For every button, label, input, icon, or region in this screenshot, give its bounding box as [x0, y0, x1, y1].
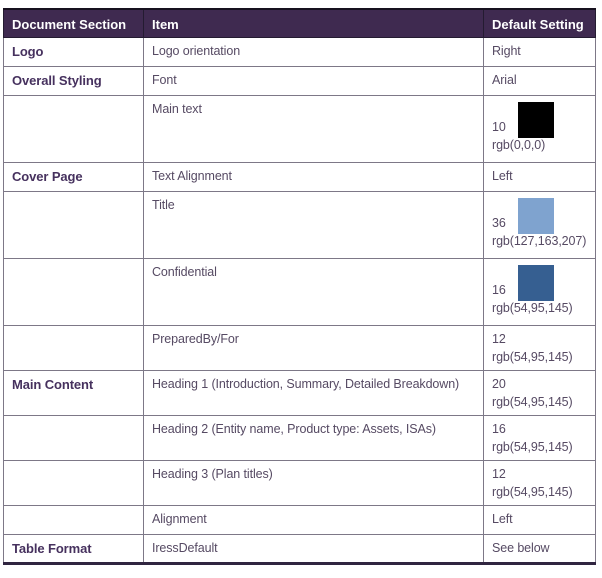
- item-cell: IressDefault: [143, 534, 484, 564]
- section-cell: [3, 415, 144, 461]
- rgb-value: rgb(0,0,0): [492, 138, 546, 152]
- font-size-value: 12: [492, 467, 506, 481]
- font-size-value: 20: [492, 377, 506, 391]
- setting-cell: Left: [483, 505, 596, 535]
- color-swatch: [517, 102, 554, 138]
- table-row: Main text 10 rgb(0,0,0): [3, 95, 596, 163]
- item-cell: Logo orientation: [143, 37, 484, 67]
- item-cell: Font: [143, 66, 484, 96]
- setting-cell: 10 rgb(0,0,0): [483, 95, 596, 163]
- table-row: Title 36 rgb(127,163,207): [3, 191, 596, 259]
- table-row: Cover Page Text Alignment Left: [3, 162, 596, 192]
- rgb-value: rgb(54,95,145): [492, 440, 573, 454]
- setting-cell: 12 rgb(54,95,145): [483, 325, 596, 371]
- font-size-value: 16: [492, 283, 506, 297]
- font-size-line: 10: [492, 102, 589, 138]
- table-row: Alignment Left: [3, 505, 596, 535]
- section-cell: [3, 258, 144, 326]
- table-row: Confidential 16 rgb(54,95,145): [3, 258, 596, 326]
- item-cell: Text Alignment: [143, 162, 484, 192]
- item-cell: Heading 1 (Introduction, Summary, Detail…: [143, 370, 484, 416]
- setting-cell: Left: [483, 162, 596, 192]
- item-cell: Heading 3 (Plan titles): [143, 460, 484, 506]
- font-size-line: 16: [492, 422, 589, 440]
- rgb-value: rgb(54,95,145): [492, 395, 573, 409]
- item-cell: Heading 2 (Entity name, Product type: As…: [143, 415, 484, 461]
- item-cell: Title: [143, 191, 484, 259]
- item-cell: Alignment: [143, 505, 484, 535]
- table-row: Heading 3 (Plan titles) 12 rgb(54,95,145): [3, 460, 596, 506]
- setting-cell: 16 rgb(54,95,145): [483, 258, 596, 326]
- font-size-line: 16: [492, 265, 589, 301]
- setting-cell: 12 rgb(54,95,145): [483, 460, 596, 506]
- setting-cell: See below: [483, 534, 596, 564]
- item-cell: Main text: [143, 95, 484, 163]
- section-cell: Table Format: [3, 534, 144, 564]
- font-size-line: 12: [492, 332, 589, 350]
- setting-value: Left: [492, 512, 513, 526]
- table-row: Heading 2 (Entity name, Product type: As…: [3, 415, 596, 461]
- font-size-line: 12: [492, 467, 589, 485]
- font-size-value: 36: [492, 216, 506, 230]
- setting-value: Right: [492, 44, 521, 58]
- setting-cell: Right: [483, 37, 596, 67]
- table-header: Document Section Item Default Setting: [3, 8, 596, 38]
- rgb-value: rgb(54,95,145): [492, 485, 573, 499]
- rgb-value: rgb(54,95,145): [492, 350, 573, 364]
- document-settings-table: Document Section Item Default Setting Lo…: [3, 8, 596, 565]
- section-cell: [3, 95, 144, 163]
- table-row: Table Format IressDefault See below: [3, 534, 596, 564]
- font-size-value: 16: [492, 422, 506, 436]
- section-cell: [3, 505, 144, 535]
- color-swatch: [517, 265, 554, 301]
- table-row: Main Content Heading 1 (Introduction, Sum…: [3, 370, 596, 416]
- font-size-line: 36: [492, 198, 589, 234]
- section-cell: [3, 191, 144, 259]
- column-header-item: Item: [143, 8, 484, 38]
- setting-value: See below: [492, 541, 550, 555]
- item-cell: Confidential: [143, 258, 484, 326]
- rgb-value: rgb(54,95,145): [492, 301, 573, 315]
- setting-value: Arial: [492, 73, 517, 87]
- setting-cell: Arial: [483, 66, 596, 96]
- table-row: PreparedBy/For 12 rgb(54,95,145): [3, 325, 596, 371]
- section-cell: [3, 325, 144, 371]
- section-cell: Overall Styling: [3, 66, 144, 96]
- setting-cell: 36 rgb(127,163,207): [483, 191, 596, 259]
- section-cell: [3, 460, 144, 506]
- setting-cell: 16 rgb(54,95,145): [483, 415, 596, 461]
- rgb-value: rgb(127,163,207): [492, 234, 587, 248]
- color-swatch: [517, 198, 554, 234]
- table-row: Logo Logo orientation Right: [3, 37, 596, 67]
- table-body: Logo Logo orientation Right Overall Styling…: [3, 37, 596, 564]
- column-header-document-section: Document Section: [3, 8, 144, 38]
- font-size-line: 20: [492, 377, 589, 395]
- column-header-default-setting: Default Setting: [483, 8, 596, 38]
- font-size-value: 12: [492, 332, 506, 346]
- font-size-value: 10: [492, 120, 506, 134]
- table-row: Overall Styling Font Arial: [3, 66, 596, 96]
- section-cell: Logo: [3, 37, 144, 67]
- setting-value: Left: [492, 169, 513, 183]
- header-row: Document Section Item Default Setting: [3, 8, 596, 38]
- item-cell: PreparedBy/For: [143, 325, 484, 371]
- section-cell: Cover Page: [3, 162, 144, 192]
- section-cell: Main Content: [3, 370, 144, 416]
- setting-cell: 20 rgb(54,95,145): [483, 370, 596, 416]
